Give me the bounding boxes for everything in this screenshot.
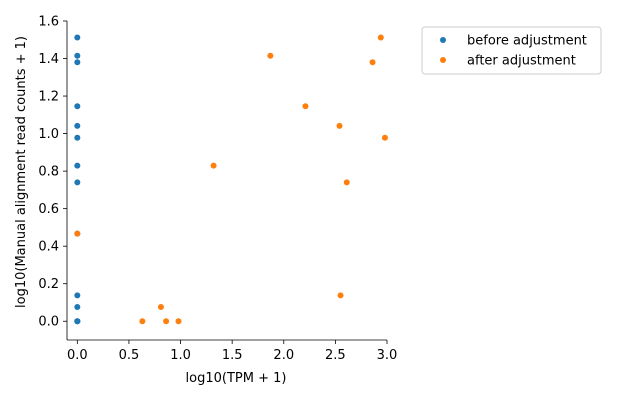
x-axis-label: log10(TPM + 1) [186, 371, 287, 386]
point-after-adjustment [210, 162, 217, 169]
y-tick-label: 1.4 [38, 52, 59, 67]
legend-frame [421, 26, 602, 75]
y-tick-label: 1.6 [38, 15, 59, 30]
point-before-adjustment [74, 52, 81, 59]
point-before-adjustment [74, 34, 81, 41]
y-tick-label: 1.0 [38, 127, 59, 142]
x-tick-label: 3.0 [377, 348, 398, 363]
axes [66, 21, 387, 341]
point-after-adjustment [377, 34, 384, 41]
point-before-adjustment [74, 318, 81, 325]
point-after-adjustment [163, 318, 170, 325]
y-tick-label: 0.4 [38, 240, 59, 255]
y-tick-label: 0.6 [38, 202, 59, 217]
point-after-adjustment [157, 303, 164, 310]
point-after-adjustment [337, 292, 344, 299]
point-after-adjustment [336, 122, 343, 129]
y-tick-label: 0.2 [38, 277, 59, 292]
x-tick-label: 1.5 [222, 348, 243, 363]
x-tick-label: 0.5 [119, 348, 140, 363]
point-before-adjustment [74, 122, 81, 129]
y-tick-label: 1.2 [38, 90, 59, 105]
x-axis-ticks: 0.0 0.5 1.0 1.5 2.0 2.5 3.0 [67, 340, 397, 363]
x-tick-label: 2.0 [273, 348, 294, 363]
point-after-adjustment [369, 59, 376, 66]
x-tick-label: 2.5 [325, 348, 346, 363]
point-before-adjustment [74, 162, 81, 169]
point-after-adjustment [302, 103, 309, 110]
legend-marker [440, 57, 446, 63]
point-before-adjustment [74, 292, 81, 299]
y-axis-label: log10(Manual alignment read counts + 1) [14, 36, 29, 308]
point-before-adjustment [74, 134, 81, 141]
y-tick-label: 0.0 [38, 315, 59, 330]
legend-marker [440, 37, 446, 43]
point-after-adjustment [267, 52, 274, 59]
point-after-adjustment [175, 318, 182, 325]
legend: before adjustment after adjustment [421, 26, 602, 75]
point-before-adjustment [74, 179, 81, 186]
point-before-adjustment [74, 103, 81, 110]
legend-label: before adjustment [467, 34, 587, 49]
y-tick-label: 0.8 [38, 165, 59, 180]
point-after-adjustment [74, 230, 81, 237]
legend-label: after adjustment [467, 54, 576, 69]
x-tick-label: 1.0 [170, 348, 191, 363]
point-after-adjustment [343, 179, 350, 186]
point-before-adjustment [74, 303, 81, 310]
point-after-adjustment [139, 318, 146, 325]
x-tick-label: 0.0 [67, 348, 88, 363]
y-axis-ticks: 0.0 0.2 0.4 0.6 0.8 1.0 1.2 1.4 1.6 [38, 15, 67, 330]
point-after-adjustment [381, 134, 388, 141]
point-before-adjustment [74, 59, 81, 66]
data-points [74, 34, 388, 325]
